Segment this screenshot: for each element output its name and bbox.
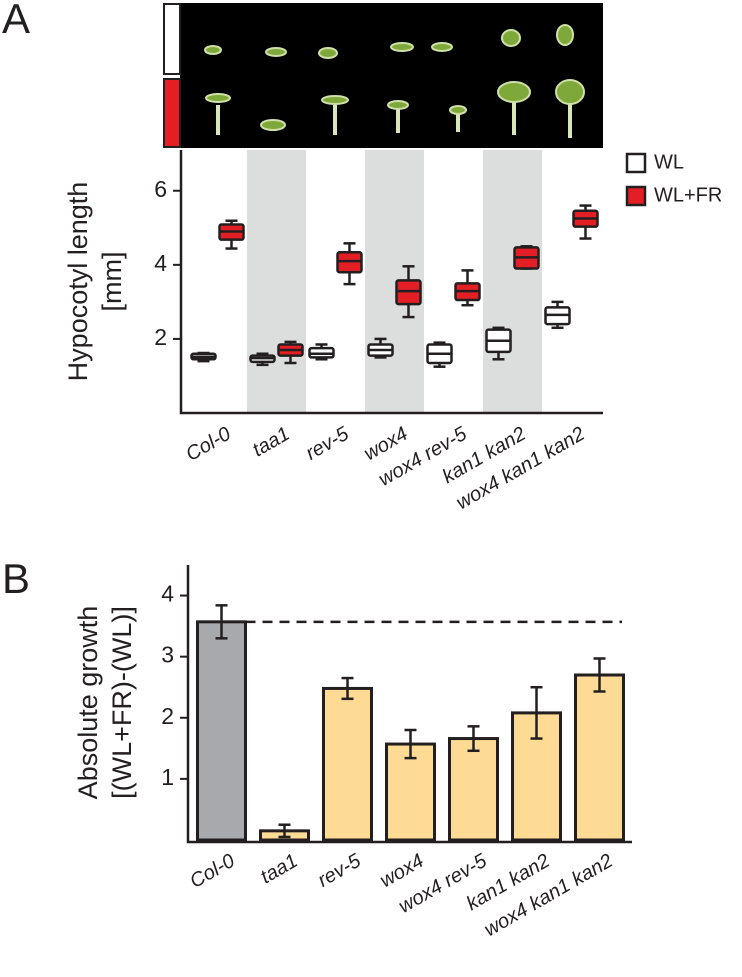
x-tick-label: Col-0 — [182, 423, 234, 466]
x-tick-label: rev-5 — [302, 422, 353, 464]
y-tick-label: 2 — [161, 703, 174, 729]
y-tick-label: 6 — [154, 176, 167, 202]
legend-label: WL — [654, 151, 684, 173]
y-tick-label: 2 — [154, 324, 167, 350]
y-tick-label: 4 — [154, 250, 167, 276]
bar — [448, 737, 499, 842]
bar — [574, 673, 625, 842]
x-tick-label: taa1 — [249, 423, 294, 462]
bar — [322, 686, 373, 842]
y-axis-label: Absolute growth — [73, 606, 103, 800]
seedlings — [204, 24, 585, 138]
panel-letter: A — [2, 0, 30, 42]
y-axis-label: [mm] — [97, 252, 127, 312]
y-tick-label: 1 — [161, 764, 174, 790]
legend-label: WL+FR — [654, 184, 722, 206]
axes — [186, 565, 632, 844]
bar — [385, 742, 436, 842]
panel-letter: B — [2, 555, 30, 602]
bar — [196, 620, 247, 842]
y-tick-label: 3 — [161, 642, 174, 668]
y-axis-label: [(WL+FR)-(WL)] — [107, 606, 137, 799]
x-tick-label: rev-5 — [314, 849, 365, 891]
category-shade — [483, 150, 542, 413]
category-shade — [247, 150, 306, 413]
wl-indicator — [163, 3, 181, 75]
legend-swatch — [625, 185, 647, 207]
x-tick-label: taa1 — [257, 850, 302, 889]
fr-indicator — [163, 78, 181, 148]
x-tick-label: Col-0 — [186, 850, 238, 893]
y-tick-label: 4 — [161, 581, 174, 607]
y-axis-label: Hypocotyl length — [63, 182, 93, 382]
axes — [179, 150, 603, 415]
seedling-photo — [180, 3, 603, 148]
legend-swatch — [625, 152, 647, 174]
